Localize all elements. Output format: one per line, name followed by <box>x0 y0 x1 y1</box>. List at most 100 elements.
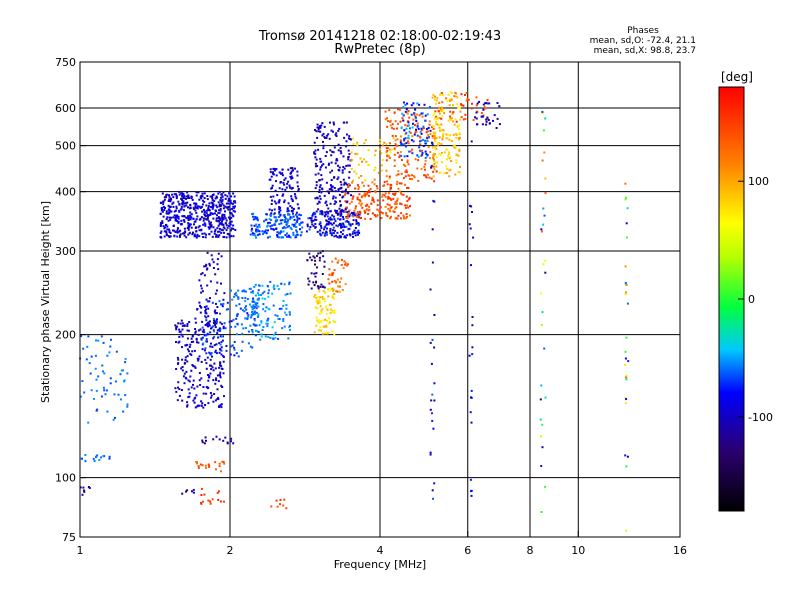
echo-point <box>371 196 374 199</box>
echo-point <box>333 218 336 221</box>
echo-point <box>192 365 195 368</box>
echo-point <box>287 180 290 183</box>
echo-point <box>469 227 472 230</box>
echo-point <box>189 211 192 214</box>
echo-point <box>329 121 331 124</box>
echo-point <box>299 228 301 231</box>
echo-point <box>207 307 210 310</box>
echo-point <box>106 410 109 413</box>
echo-point <box>452 133 455 136</box>
echo-point <box>186 323 189 325</box>
echo-point <box>404 175 407 178</box>
echo-point <box>190 353 193 356</box>
echo-point <box>204 464 207 467</box>
echo-point <box>394 207 397 210</box>
echo-point <box>296 217 299 220</box>
echo-point <box>541 311 544 314</box>
echo-point <box>397 170 400 173</box>
echo-point <box>295 214 298 217</box>
echo-point <box>294 236 297 239</box>
echo-point <box>432 146 435 149</box>
echo-point <box>168 198 171 201</box>
echo-point <box>193 202 196 205</box>
echo-point <box>394 201 397 204</box>
echo-point <box>329 227 332 230</box>
echo-point <box>254 301 257 304</box>
echo-point <box>493 114 496 117</box>
echo-point <box>328 137 331 140</box>
echo-point <box>207 206 210 209</box>
echo-point <box>424 142 427 145</box>
echo-point <box>194 321 197 324</box>
echo-point <box>429 408 432 411</box>
echo-point <box>185 490 187 493</box>
x-tick-label: 2 <box>227 544 234 557</box>
echo-point <box>253 307 256 310</box>
echo-point <box>356 198 359 201</box>
echo-point <box>290 195 293 198</box>
echo-point <box>195 218 198 221</box>
echo-point <box>316 136 319 139</box>
echo-point <box>325 325 328 328</box>
echo-point <box>318 302 321 304</box>
echo-point <box>626 455 629 458</box>
echo-point <box>345 225 348 228</box>
echo-point <box>180 319 183 322</box>
echo-point <box>163 227 166 230</box>
echo-point <box>216 196 219 199</box>
echo-point <box>228 320 231 323</box>
echo-point <box>233 293 236 296</box>
echo-point <box>217 336 220 339</box>
echo-point <box>199 384 202 386</box>
echo-point <box>391 126 393 129</box>
echo-point <box>404 183 406 186</box>
echo-point <box>441 106 444 109</box>
echo-point <box>340 183 343 186</box>
echo-point <box>195 230 198 233</box>
echo-point <box>250 305 253 308</box>
echo-point <box>278 212 281 215</box>
echo-point <box>470 396 472 399</box>
echo-point <box>219 364 221 367</box>
echo-point <box>230 325 233 328</box>
echo-point <box>344 210 347 213</box>
echo-point <box>291 206 293 209</box>
echo-point <box>258 324 261 327</box>
echo-point <box>426 140 429 143</box>
echo-point <box>414 131 417 134</box>
echo-point <box>322 140 324 143</box>
echo-point <box>348 215 351 218</box>
echo-point <box>353 232 356 234</box>
echo-point <box>314 173 317 176</box>
echo-point <box>208 320 211 323</box>
echo-point <box>234 201 237 204</box>
echo-point <box>307 277 310 280</box>
echo-point <box>325 200 328 203</box>
echo-point <box>93 398 95 400</box>
echo-point <box>325 305 328 308</box>
echo-point <box>279 213 282 216</box>
echo-point <box>347 137 350 140</box>
echo-point <box>541 446 544 449</box>
echo-point <box>332 130 334 133</box>
echo-point <box>327 207 330 210</box>
echo-point <box>175 193 178 196</box>
echo-point <box>177 358 180 361</box>
echo-point <box>177 217 180 220</box>
echo-point <box>322 144 325 147</box>
echo-point <box>203 197 206 200</box>
echo-point <box>205 334 208 337</box>
echo-point <box>207 499 210 502</box>
echo-point <box>244 327 247 329</box>
echo-point <box>449 156 452 159</box>
echo-point <box>373 169 376 172</box>
echo-point <box>436 123 439 126</box>
echo-point <box>348 164 351 167</box>
echo-point <box>443 112 446 115</box>
echo-point <box>283 183 286 186</box>
echo-point <box>215 319 218 322</box>
echo-point <box>424 119 427 122</box>
echo-point <box>335 132 338 135</box>
echo-point <box>253 232 256 235</box>
echo-point <box>188 395 191 398</box>
